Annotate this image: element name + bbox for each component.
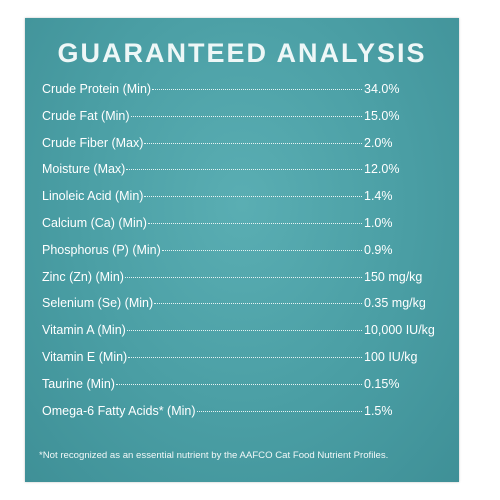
dot-leader [115, 383, 362, 385]
nutrient-label: Taurine (Min) [42, 376, 115, 391]
nutrient-row: Omega-6 Fatty Acids* (Min) 1.5% [42, 404, 442, 431]
nutrient-value: 15.0% [364, 108, 400, 123]
nutrient-label: Zinc (Zn) (Min) [42, 269, 124, 284]
nutrient-label: Selenium (Se) (Min) [42, 296, 154, 311]
nutrient-value: 0.9% [364, 242, 393, 257]
nutrient-label: Crude Protein (Min) [42, 82, 152, 96]
rows: Crude Protein (Min) 34.0% Crude Fat (Min) 1… [42, 82, 442, 430]
nutrient-row: Crude Fat (Min) 15.0% [42, 109, 442, 136]
nutrient-label: Phosphorus (P) (Min) [42, 242, 161, 257]
footnote: *Not recognized as an essential nutrient… [39, 450, 389, 461]
nutrient-row: Selenium (Se) (Min) 0.35 mg/kg [42, 296, 442, 323]
nutrient-value: 150 mg/kg [364, 269, 423, 284]
nutrient-value: 1.5% [364, 403, 393, 418]
nutrient-row: Phosphorus (P) (Min) 0.9% [42, 243, 442, 270]
nutrient-label: Omega-6 Fatty Acids* (Min) [42, 403, 196, 418]
nutrient-value: 100 IU/kg [364, 349, 418, 364]
dot-leader [144, 196, 362, 198]
row-lead: Selenium (Se) (Min) [42, 296, 363, 310]
analysis-panel: GUARANTEED ANALYSIS Crude Protein (Min) 3… [25, 18, 459, 482]
nutrient-value: 34.0% [364, 82, 400, 96]
row-lead: Zinc (Zn) (Min) [42, 270, 363, 284]
row-lead: Phosphorus (P) (Min) [42, 243, 363, 257]
nutrient-label: Calcium (Ca) (Min) [42, 215, 147, 230]
nutrient-label: Vitamin A (Min) [42, 323, 126, 338]
dot-leader [124, 276, 362, 278]
row-lead: Crude Fiber (Max) [42, 136, 363, 150]
dot-leader [152, 89, 362, 90]
nutrient-row: Taurine (Min) 0.15% [42, 377, 442, 404]
nutrient-row: Calcium (Ca) (Min) 1.0% [42, 216, 442, 243]
nutrient-row: Crude Fiber (Max) 2.0% [42, 136, 442, 163]
dot-leader [147, 222, 362, 224]
nutrient-label: Crude Fat (Min) [42, 108, 130, 123]
dot-leader [196, 410, 362, 412]
row-lead: Omega-6 Fatty Acids* (Min) [42, 404, 363, 418]
row-lead: Calcium (Ca) (Min) [42, 216, 363, 230]
nutrient-value: 1.4% [364, 189, 393, 204]
dot-leader [130, 115, 362, 117]
row-lead: Crude Protein (Min) [42, 82, 363, 96]
nutrient-row: Linoleic Acid (Min) 1.4% [42, 189, 442, 216]
nutrient-row: Vitamin A (Min) 10,000 IU/kg [42, 323, 442, 350]
row-lead: Moisture (Max) [42, 162, 363, 176]
dot-leader [126, 330, 362, 332]
dot-leader [126, 169, 362, 171]
nutrient-value: 2.0% [364, 135, 393, 150]
row-lead: Linoleic Acid (Min) [42, 189, 363, 203]
dot-leader [161, 249, 362, 251]
nutrient-value: 1.0% [364, 215, 393, 230]
nutrient-value: 0.15% [364, 376, 400, 391]
nutrient-label: Linoleic Acid (Min) [42, 189, 144, 204]
nutrient-row: Crude Protein (Min) 34.0% [42, 82, 442, 109]
nutrient-label: Vitamin E (Min) [42, 349, 128, 364]
nutrient-label: Moisture (Max) [42, 162, 126, 177]
row-lead: Vitamin A (Min) [42, 323, 363, 337]
nutrient-value: 10,000 IU/kg [364, 323, 435, 338]
row-lead: Crude Fat (Min) [42, 109, 363, 123]
nutrient-value: 0.35 mg/kg [364, 296, 426, 311]
nutrient-row: Zinc (Zn) (Min) 150 mg/kg [42, 270, 442, 297]
nutrient-row: Moisture (Max) 12.0% [42, 162, 442, 189]
row-lead: Taurine (Min) [42, 377, 363, 391]
dot-leader [154, 303, 362, 305]
title: GUARANTEED ANALYSIS [57, 38, 427, 68]
nutrient-label: Crude Fiber (Max) [42, 135, 144, 150]
nutrient-row: Vitamin E (Min) 100 IU/kg [42, 350, 442, 377]
nutrient-value: 12.0% [364, 162, 400, 177]
dot-leader [144, 142, 362, 144]
dot-leader [128, 356, 362, 358]
row-lead: Vitamin E (Min) [42, 350, 363, 364]
